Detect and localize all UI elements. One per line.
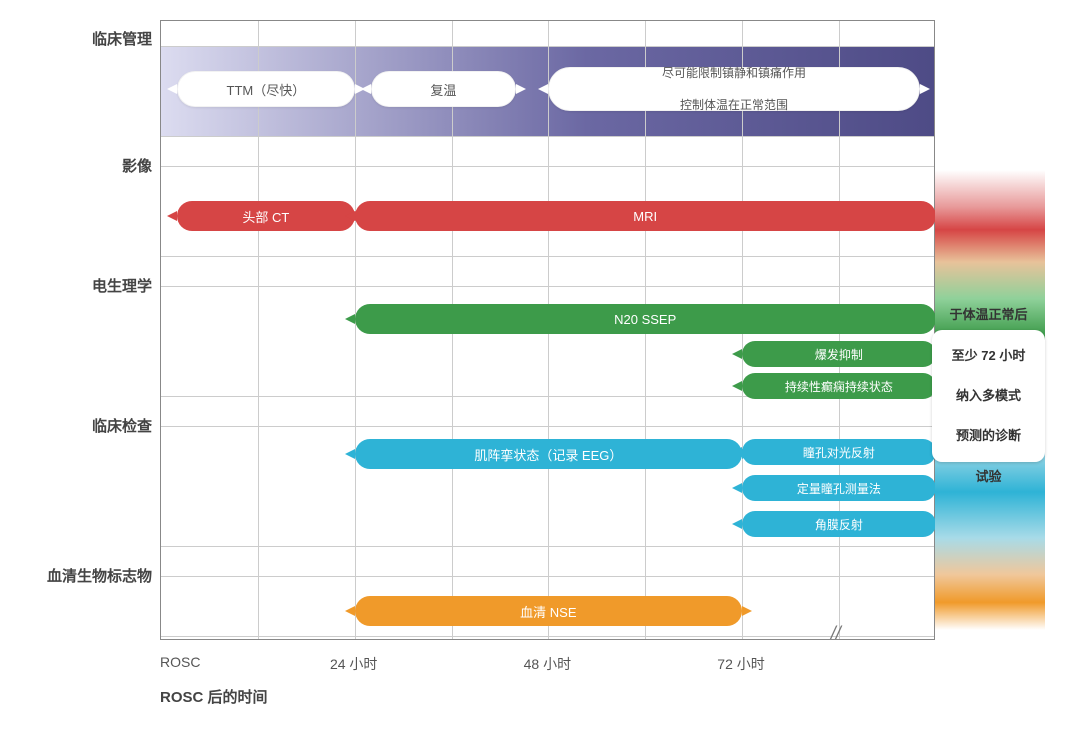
grid-horizontal bbox=[161, 286, 934, 287]
timeline-chart: 临床管理影像电生理学临床检查血清生物标志物 TTM（尽快）复温尽可能限制镇静和镇… bbox=[20, 20, 1045, 727]
row-label: 影像 bbox=[122, 155, 152, 176]
grid-horizontal bbox=[161, 46, 934, 47]
row-label: 血清生物标志物 bbox=[47, 565, 152, 586]
x-tick-label: ROSC bbox=[160, 654, 200, 670]
arrow-left bbox=[167, 84, 177, 94]
side-box-line: 至少 72 小时 bbox=[952, 346, 1026, 366]
arrow-left bbox=[167, 211, 177, 221]
timeline-bar: 角膜反射 bbox=[742, 511, 936, 537]
mgmt-pill: TTM（尽快） bbox=[177, 71, 355, 107]
mgmt-pill: 尽可能限制镇静和镇痛作用控制体温在正常范围 bbox=[548, 67, 919, 111]
mgmt-pill: 复温 bbox=[371, 71, 516, 107]
arrow-left bbox=[345, 314, 355, 324]
timeline-bar: 定量瞳孔测量法 bbox=[742, 475, 936, 501]
timeline-bar: 持续性癫痫持续状态 bbox=[742, 373, 936, 399]
x-tick-label: 48 小时 bbox=[524, 654, 571, 674]
timeline-bar: 瞳孔对光反射 bbox=[742, 439, 936, 465]
arrow-left bbox=[732, 483, 742, 493]
timeline-bar: N20 SSEP bbox=[355, 304, 936, 334]
arrow-right bbox=[920, 84, 930, 94]
mgmt-pill-line: 控制体温在正常范围 bbox=[680, 97, 788, 113]
row-label: 电生理学 bbox=[92, 275, 152, 296]
timeline-bar: 爆发抑制 bbox=[742, 341, 936, 367]
arrow-left bbox=[538, 84, 548, 94]
side-note-box: 于体温正常后至少 72 小时纳入多模式预测的诊断试验 bbox=[932, 330, 1045, 462]
side-box-line: 预测的诊断 bbox=[956, 426, 1021, 446]
row-label: 临床检查 bbox=[92, 415, 152, 436]
plot-area: TTM（尽快）复温尽可能限制镇静和镇痛作用控制体温在正常范围头部 CTMRIN2… bbox=[160, 20, 935, 640]
grid-horizontal bbox=[161, 426, 934, 427]
timeline-bar: 血清 NSE bbox=[355, 596, 742, 626]
side-box-line: 纳入多模式 bbox=[956, 386, 1021, 406]
arrow-left bbox=[345, 211, 355, 221]
grid-horizontal bbox=[161, 576, 934, 577]
row-labels: 临床管理影像电生理学临床检查血清生物标志物 bbox=[20, 20, 160, 727]
x-axis-title: ROSC 后的时间 bbox=[160, 686, 268, 707]
side-box-line: 于体温正常后 bbox=[949, 305, 1027, 325]
arrow-left bbox=[732, 349, 742, 359]
grid-horizontal bbox=[161, 166, 934, 167]
row-label: 临床管理 bbox=[92, 28, 152, 49]
x-tick-label: 24 小时 bbox=[330, 654, 377, 674]
side-box-line: 试验 bbox=[975, 467, 1001, 487]
arrow-left bbox=[732, 519, 742, 529]
timeline-bar: MRI bbox=[355, 201, 936, 231]
mgmt-pill-line: 尽可能限制镇静和镇痛作用 bbox=[662, 65, 806, 81]
timeline-bar: 头部 CT bbox=[177, 201, 355, 231]
arrow-left bbox=[361, 84, 371, 94]
grid-horizontal bbox=[161, 136, 934, 137]
arrow-right bbox=[516, 84, 526, 94]
timeline-bar: 肌阵挛状态（记录 EEG） bbox=[355, 439, 742, 469]
grid-horizontal bbox=[161, 256, 934, 257]
axis-break: // bbox=[831, 623, 841, 644]
grid-horizontal bbox=[161, 636, 934, 637]
arrow-left bbox=[732, 447, 742, 457]
x-tick-label: 72 小时 bbox=[717, 654, 764, 674]
arrow-left bbox=[732, 381, 742, 391]
arrow-right bbox=[742, 606, 752, 616]
arrow-left bbox=[345, 449, 355, 459]
grid-horizontal bbox=[161, 546, 934, 547]
arrow-left bbox=[345, 606, 355, 616]
